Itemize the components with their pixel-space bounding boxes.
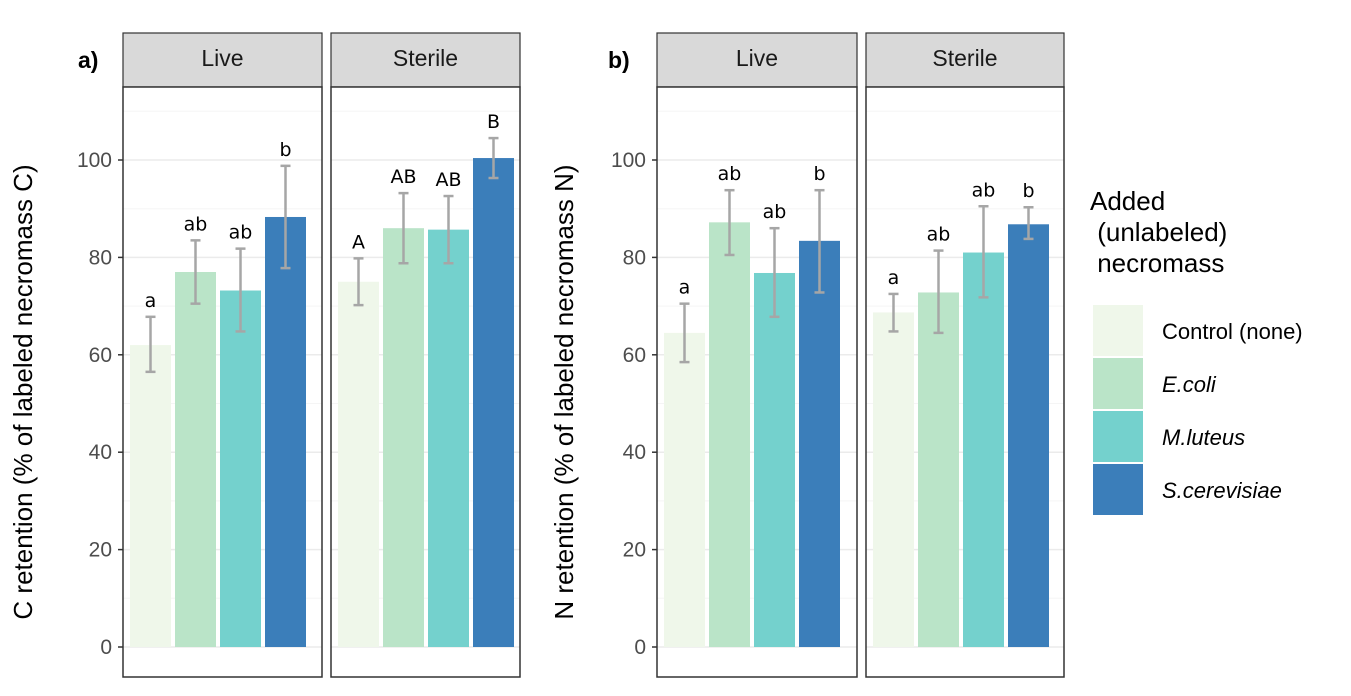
legend-key-label: E.coli <box>1162 372 1217 397</box>
bar <box>220 290 261 647</box>
significance-letter: ab <box>184 213 208 235</box>
chart-a: a) C retention (% of labeled necromass C)… <box>8 32 521 678</box>
legend-key-swatch <box>1093 464 1143 515</box>
facet-strip-label: Sterile <box>932 45 997 71</box>
legend: Added (unlabeled) necromass Control (none… <box>1090 186 1303 515</box>
y-tick-label: 100 <box>611 149 646 172</box>
legend-title-line: Added <box>1090 186 1165 216</box>
bar <box>873 312 914 647</box>
significance-letter: b <box>1022 180 1034 202</box>
bar <box>473 158 514 647</box>
bar <box>175 272 216 647</box>
significance-letter: ab <box>229 222 253 244</box>
significance-letter: ab <box>718 163 742 185</box>
bar <box>664 332 705 647</box>
error-bar <box>280 164 291 270</box>
significance-letter: a <box>679 277 691 299</box>
facet-sterile: Sterile A AB AB B <box>330 32 521 678</box>
legend-title-line: (unlabeled) <box>1090 217 1227 247</box>
error-bar <box>190 239 201 305</box>
y-tick-label: 60 <box>89 344 112 367</box>
bar <box>963 252 1004 647</box>
significance-letter: AB <box>390 166 416 188</box>
bar <box>918 292 959 647</box>
panel-border <box>330 86 521 678</box>
error-bar <box>353 257 364 307</box>
bar <box>1008 224 1049 647</box>
significance-letter: b <box>279 139 291 161</box>
significance-letter: ab <box>927 224 951 246</box>
error-bar <box>235 247 246 333</box>
legend-key-swatch <box>1093 305 1143 356</box>
significance-letter: A <box>352 231 365 253</box>
panel-border <box>122 86 323 678</box>
significance-letter: b <box>813 163 825 185</box>
facet-strip <box>330 32 521 88</box>
bar <box>130 345 171 647</box>
y-axis-title: N retention (% of labeled necromass N) <box>549 164 579 619</box>
error-bar <box>488 136 499 180</box>
panel-border <box>865 86 1065 678</box>
y-tick-label: 0 <box>100 636 112 659</box>
bar <box>799 240 840 648</box>
bar <box>754 272 795 647</box>
legend-title-line: necromass <box>1090 248 1224 278</box>
error-bar <box>888 292 899 333</box>
y-tick-label: 100 <box>77 149 112 172</box>
significance-letter: ab <box>763 201 787 223</box>
legend-key-label: M.luteus <box>1162 425 1245 450</box>
facet-strip-label: Live <box>736 45 778 71</box>
facet-strip-label: Live <box>201 45 243 71</box>
panel-tag: a) <box>78 47 98 73</box>
y-tick-label: 20 <box>89 539 112 562</box>
error-bar <box>1023 205 1034 241</box>
y-tick-label: 0 <box>634 636 646 659</box>
significance-letter: AB <box>435 169 461 191</box>
y-tick-label: 80 <box>89 246 112 269</box>
error-bar <box>398 191 409 265</box>
significance-letter: B <box>487 111 500 133</box>
error-bar <box>814 188 825 294</box>
error-bar <box>724 188 735 257</box>
significance-letter: a <box>888 267 900 289</box>
significance-letter: ab <box>972 179 996 201</box>
error-bar <box>145 315 156 374</box>
y-tick-label: 40 <box>623 441 646 464</box>
error-bar <box>978 205 989 299</box>
bar <box>428 229 469 648</box>
y-tick-label: 80 <box>623 246 646 269</box>
legend-key-label: Control (none) <box>1162 319 1303 344</box>
facet-strip-label: Sterile <box>393 45 458 71</box>
y-tick-label: 60 <box>623 344 646 367</box>
facet-sterile: Sterile a ab ab b <box>865 32 1065 678</box>
bar <box>338 281 379 647</box>
facet-strip <box>865 32 1065 88</box>
error-bar <box>933 249 944 335</box>
y-axis-title: C retention (% of labeled necromass C) <box>8 164 38 619</box>
error-bar <box>769 226 780 319</box>
legend-key-swatch <box>1093 411 1143 462</box>
error-bar <box>443 194 454 265</box>
legend-key-label: S.cerevisiae <box>1162 478 1282 503</box>
significance-letter: a <box>145 290 157 312</box>
bar <box>383 228 424 647</box>
y-tick-label: 40 <box>89 441 112 464</box>
bar <box>709 222 750 647</box>
legend-key-swatch <box>1093 358 1143 409</box>
y-tick-label: 20 <box>623 539 646 562</box>
error-bar <box>679 302 690 364</box>
panel-border <box>656 86 858 678</box>
facet-strip <box>656 32 858 88</box>
bar <box>265 216 306 647</box>
panel-tag: b) <box>608 47 630 73</box>
chart-b: b) N retention (% of labeled necromass N)… <box>549 32 1065 678</box>
